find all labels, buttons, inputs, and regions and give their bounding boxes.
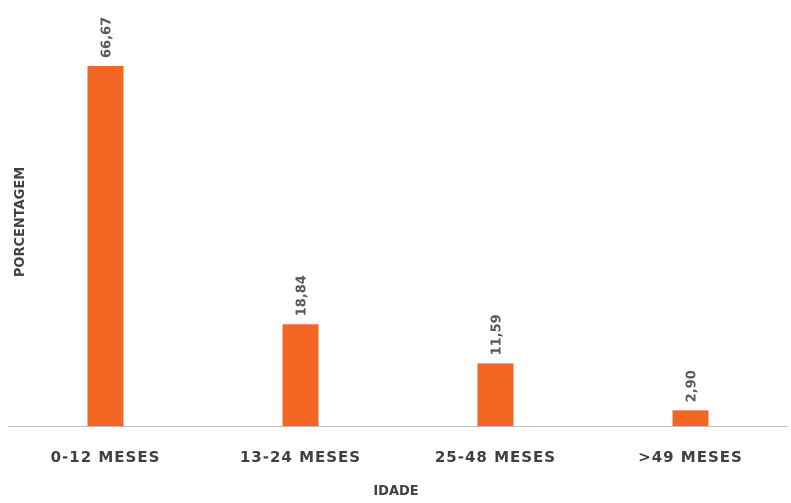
x-axis-title: IDADE	[373, 484, 418, 499]
x-tick-label-2: 13-24 MESES	[240, 448, 361, 466]
x-tick-label-1: 0-12 MESES	[51, 448, 161, 466]
x-tick-label-4: >49 MESES	[638, 448, 743, 466]
data-label-4: 2,90	[685, 370, 700, 402]
bar-3	[477, 363, 514, 426]
data-label-1: 66,67	[100, 17, 115, 58]
bar-2	[282, 324, 319, 426]
y-axis-title: PORCENTAGEM	[13, 167, 28, 277]
data-label-2: 18,84	[295, 275, 310, 316]
bar-1	[87, 66, 124, 426]
data-label-3: 11,59	[490, 314, 505, 355]
bar-4	[672, 410, 709, 426]
bars-group	[87, 66, 709, 426]
x-tick-label-3: 25-48 MESES	[435, 448, 556, 466]
